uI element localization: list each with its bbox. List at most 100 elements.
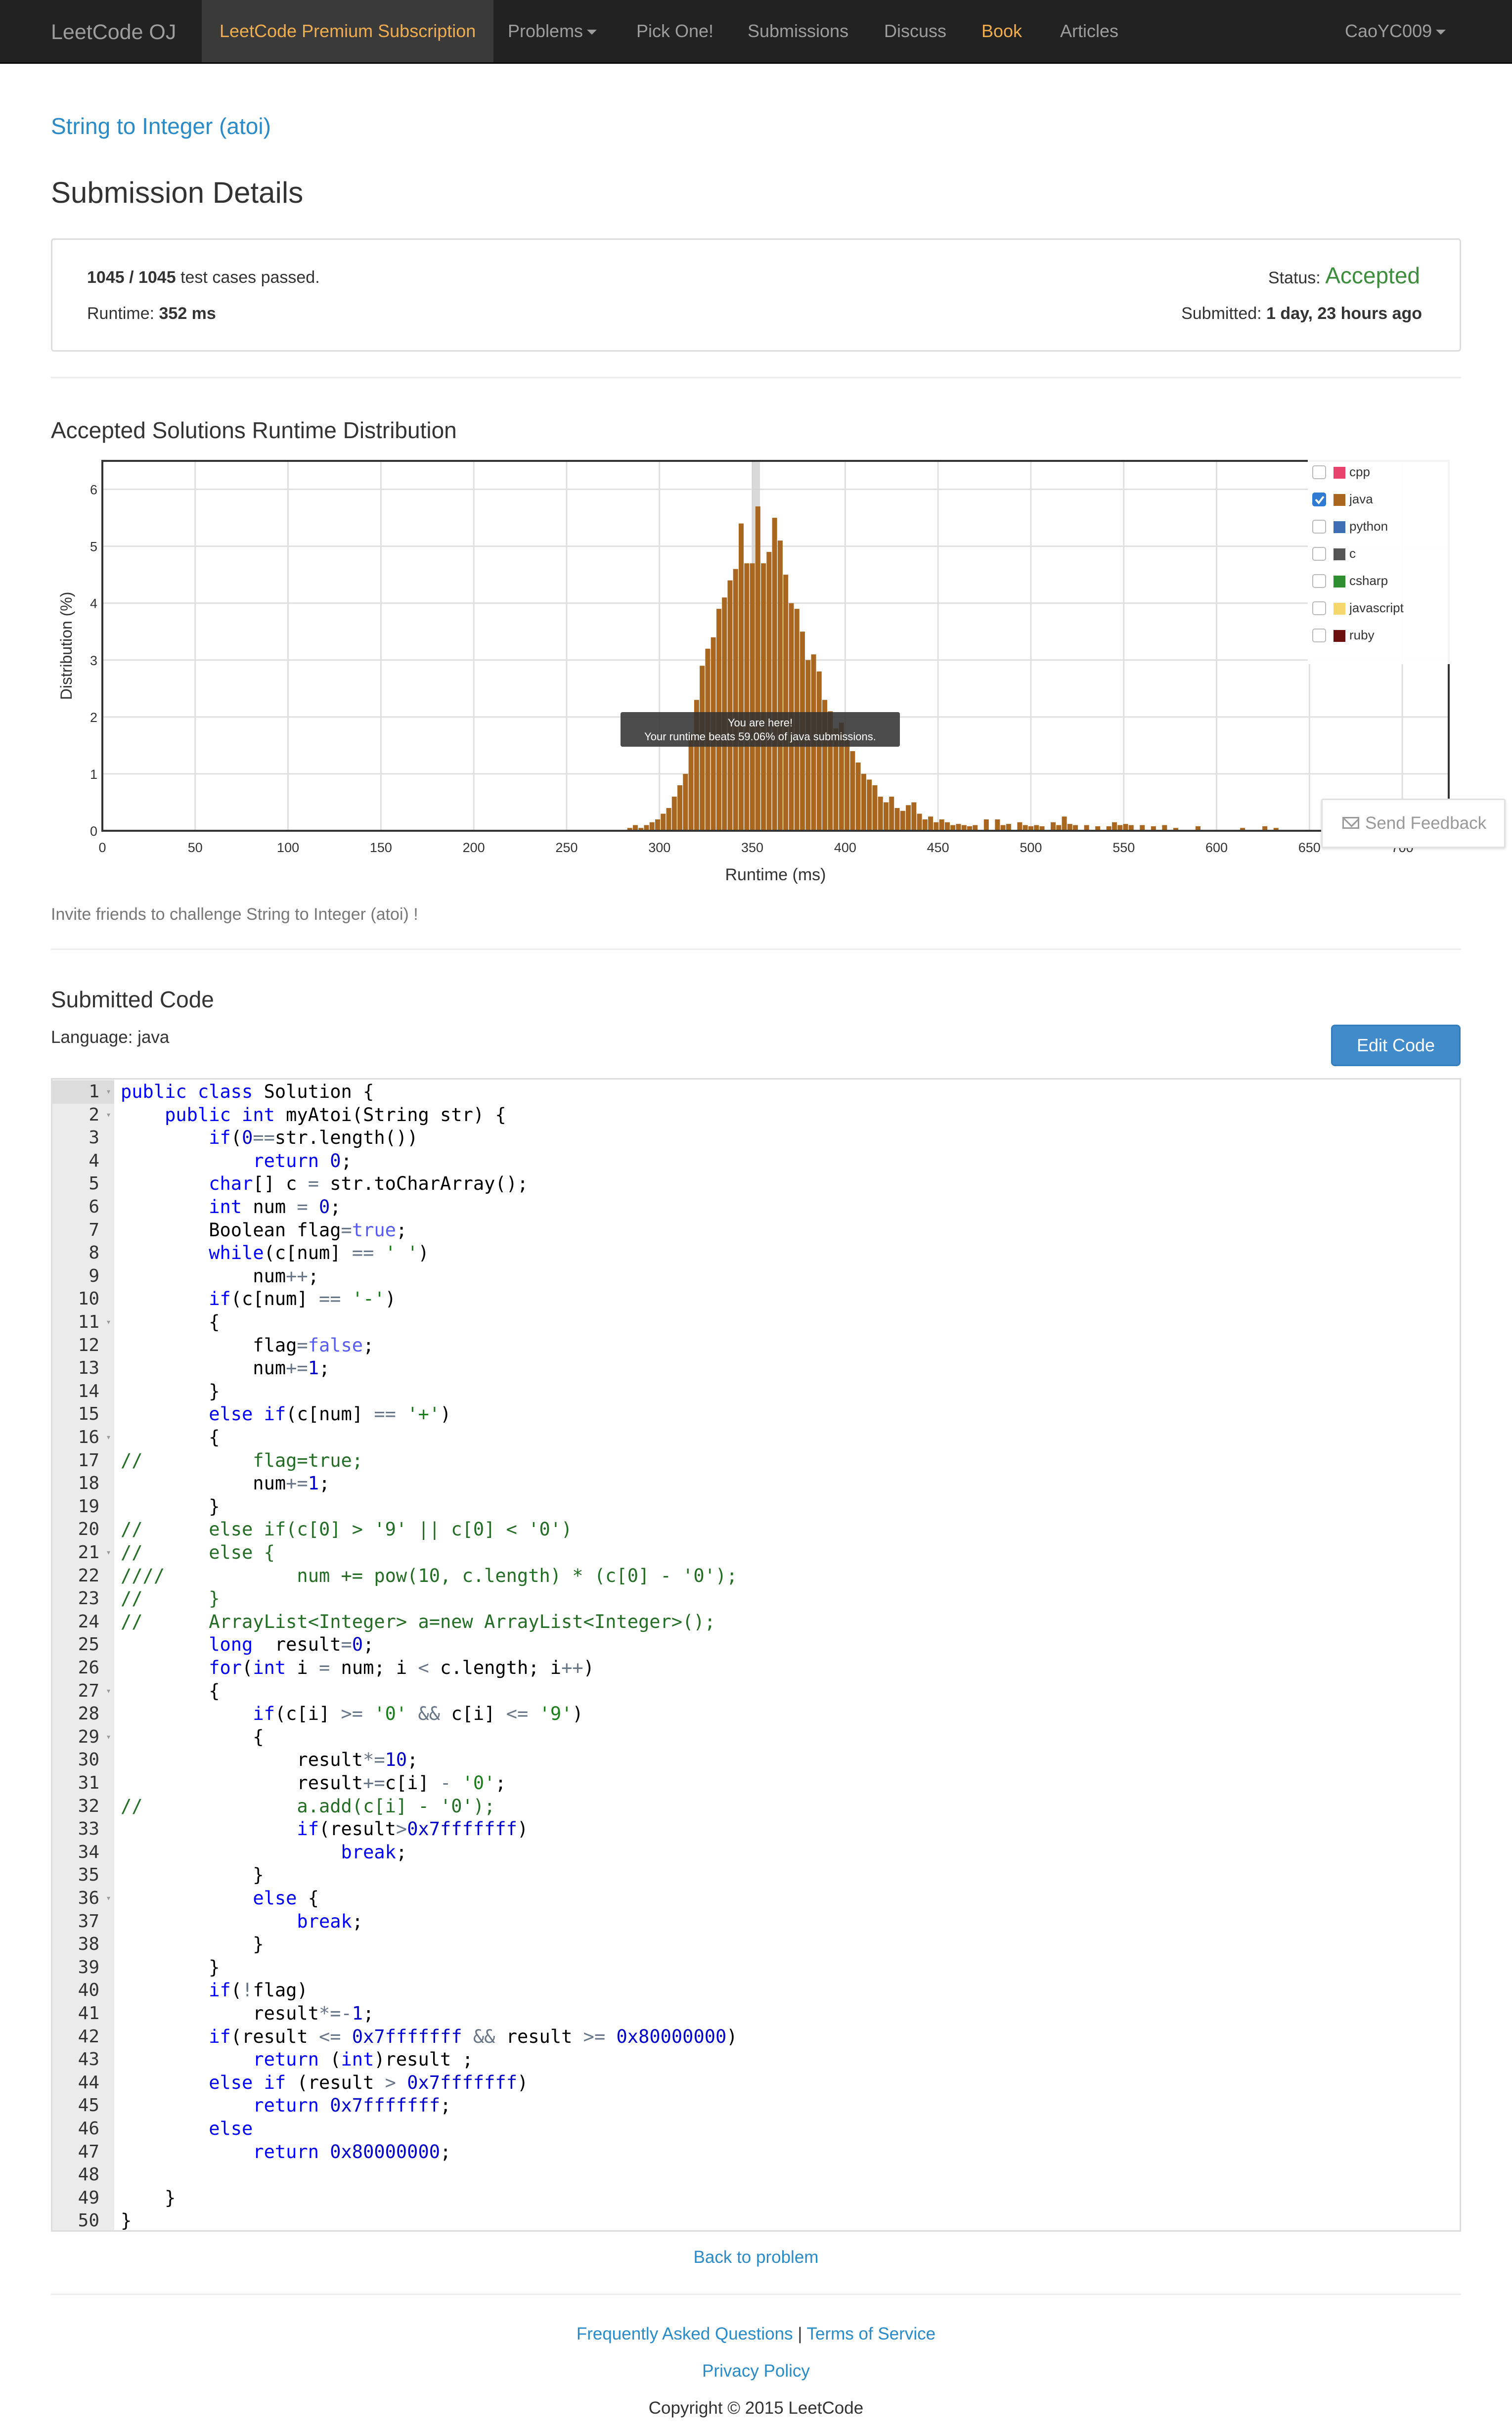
line-number: 24 — [78, 1611, 99, 1632]
code-editor[interactable]: 1 ▾ 2 ▾ 3 4 5 6 7 8 9 10 11 ▾ 12 13 14 15 16 ▾ 17 18 19 20 21 ▾ 22… — [51, 1078, 1461, 2232]
footer-separator: | — [793, 2324, 807, 2343]
send-feedback-label: Send Feedback — [1365, 813, 1487, 833]
bar — [1162, 825, 1167, 831]
line-number: 15 — [78, 1404, 99, 1425]
x-tick-label: 100 — [277, 840, 299, 855]
bar — [1062, 816, 1067, 831]
legend-item-java[interactable]: java — [1312, 492, 1373, 506]
legend-item-csharp[interactable]: csharp — [1312, 573, 1388, 588]
nav-articles-link[interactable]: Articles — [1060, 21, 1119, 41]
test-cases-suffix: test cases passed. — [176, 268, 320, 287]
nav-discuss-link[interactable]: Discuss — [884, 21, 947, 41]
code-line: else if(c[num] == '+') — [209, 1403, 451, 1425]
bar — [878, 796, 883, 831]
bar — [1173, 828, 1178, 831]
code-line: char[] c = str.toCharArray(); — [209, 1173, 529, 1195]
line-number: 46 — [78, 2118, 99, 2139]
x-tick-label: 550 — [1112, 840, 1135, 855]
y-tick-label: 2 — [90, 710, 97, 725]
x-tick-label: 250 — [555, 840, 578, 855]
legend-box — [1308, 459, 1451, 664]
edit-code-button[interactable]: Edit Code — [1331, 1025, 1461, 1066]
brand-logo[interactable]: LeetCode OJ — [51, 20, 177, 44]
line-number: 31 — [78, 1773, 99, 1793]
line-number: 3 — [89, 1127, 99, 1148]
code-line: // else { — [121, 1542, 275, 1563]
legend-item-python[interactable]: python — [1312, 519, 1388, 534]
code-line: if(c[num] == '-') — [209, 1288, 396, 1310]
fold-arrow-icon[interactable]: ▾ — [106, 1685, 111, 1696]
fold-arrow-icon[interactable]: ▾ — [106, 1731, 111, 1742]
line-number: 47 — [78, 2141, 99, 2162]
bar — [661, 813, 666, 831]
nav-premium-link[interactable]: LeetCode Premium Subscription — [202, 0, 494, 62]
send-feedback-button[interactable]: Send Feedback — [1321, 799, 1506, 848]
nav-submissions-link[interactable]: Submissions — [748, 21, 849, 41]
code-line: // a.add(c[i] - '0'); — [121, 1795, 495, 1817]
legend-item-javascript[interactable]: javascript — [1312, 600, 1404, 615]
code-line: return 0; — [253, 1150, 352, 1171]
terms-link[interactable]: Terms of Service — [806, 2324, 936, 2343]
bar — [961, 825, 967, 831]
line-number: 36 ▾ — [52, 1887, 114, 1910]
bar — [777, 540, 783, 831]
line-number: 40 — [78, 1980, 99, 2001]
bar — [973, 825, 978, 831]
bar — [911, 802, 917, 831]
x-tick-label: 450 — [927, 840, 949, 855]
fold-arrow-icon[interactable]: ▾ — [106, 1317, 111, 1327]
line-number: 26 — [78, 1658, 99, 1678]
x-tick-label: 600 — [1205, 840, 1228, 855]
bar — [939, 819, 944, 831]
bar — [928, 816, 934, 831]
privacy-link[interactable]: Privacy Policy — [702, 2361, 810, 2381]
y-tick-label: 4 — [90, 596, 97, 611]
bar — [1028, 826, 1033, 831]
x-axis-title: Runtime (ms) — [725, 865, 826, 884]
legend-item-ruby[interactable]: ruby — [1312, 628, 1375, 642]
code-line: break; — [297, 1910, 363, 1932]
y-tick-label: 6 — [90, 483, 97, 497]
fold-arrow-icon[interactable]: ▾ — [106, 1086, 111, 1097]
back-to-problem-link[interactable]: Back to problem — [693, 2248, 819, 2267]
code-line: // ArrayList<Integer> a=new ArrayList<In… — [121, 1611, 715, 1632]
legend-item-c[interactable]: c — [1312, 546, 1356, 561]
submitted-text: Submitted: 1 day, 23 hours ago — [1181, 304, 1422, 323]
test-cases-count: 1045 / 1045 — [87, 268, 176, 287]
y-tick-label: 1 — [90, 767, 97, 782]
footer-links: Frequently Asked Questions | Terms of Se… — [0, 2324, 1512, 2344]
code-line: if(c[i] >= '0' && c[i] <= '9') — [253, 1703, 583, 1725]
faq-link[interactable]: Frequently Asked Questions — [576, 2324, 793, 2343]
line-number: 22 — [78, 1565, 99, 1586]
legend-label: ruby — [1349, 628, 1375, 642]
legend-swatch — [1334, 603, 1345, 615]
status-label: Status: — [1268, 269, 1326, 287]
fold-arrow-icon[interactable]: ▾ — [106, 1109, 111, 1120]
bar — [894, 808, 900, 831]
line-number: 23 — [78, 1588, 99, 1609]
bar — [1000, 825, 1006, 831]
fold-arrow-icon[interactable]: ▾ — [106, 1432, 111, 1442]
code-line: break; — [341, 1841, 407, 1863]
line-number: 33 — [78, 1819, 99, 1840]
x-tick-label: 350 — [741, 840, 763, 855]
bar — [867, 779, 872, 831]
legend-checkbox — [1312, 629, 1326, 642]
line-number: 27 ▾ — [52, 1680, 114, 1703]
line-number: 4 — [89, 1150, 99, 1171]
fold-arrow-icon[interactable]: ▾ — [106, 1547, 111, 1558]
nav-book-link[interactable]: Book — [981, 21, 1023, 41]
bar — [694, 700, 699, 831]
user-menu-dropdown[interactable]: CaoYC009 — [1345, 0, 1446, 62]
bar — [1273, 828, 1279, 831]
nav-pick-one-link[interactable]: Pick One! — [636, 21, 714, 41]
submission-summary-panel: 1045 / 1045 test cases passed. Runtime: … — [51, 238, 1461, 352]
fold-arrow-icon[interactable]: ▾ — [106, 1893, 111, 1903]
code-line: num+=1; — [121, 1473, 330, 1494]
problem-title-link[interactable]: String to Integer (atoi) — [51, 113, 271, 139]
nav-problems-dropdown[interactable]: Problems — [508, 0, 597, 62]
legend-item-cpp[interactable]: cpp — [1312, 464, 1370, 479]
bar — [739, 523, 744, 831]
line-number: 5 — [89, 1173, 99, 1194]
code-line: if(0==str.length()) — [209, 1127, 418, 1149]
